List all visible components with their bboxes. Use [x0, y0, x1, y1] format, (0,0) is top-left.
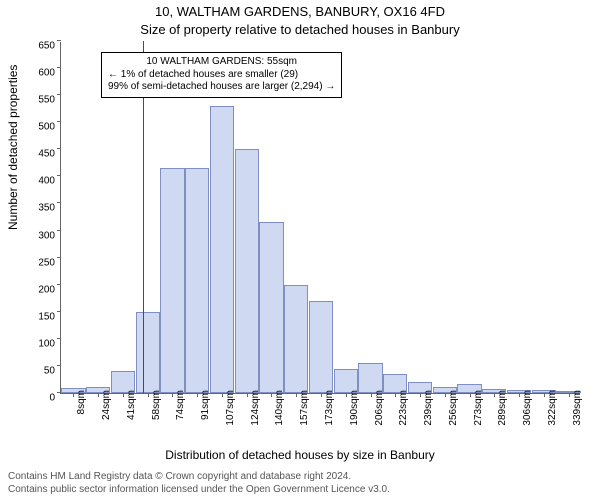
- y-tick-mark: [57, 365, 61, 366]
- histogram-bar: [309, 301, 333, 393]
- x-axis-label: Distribution of detached houses by size …: [0, 448, 600, 462]
- footer-line1: Contains HM Land Registry data © Crown c…: [8, 471, 592, 484]
- y-tick-mark: [57, 67, 61, 68]
- y-tick-label: 500: [21, 122, 55, 133]
- annotation-line: 99% of semi-detached houses are larger (…: [108, 81, 335, 94]
- y-tick-label: 150: [21, 311, 55, 322]
- y-tick-label: 400: [21, 176, 55, 187]
- x-tick-label: 223sqm: [398, 390, 409, 426]
- x-tick-label: 41sqm: [126, 390, 137, 420]
- x-tick-label: 124sqm: [250, 390, 261, 426]
- x-tick-label: 173sqm: [324, 390, 335, 426]
- x-tick-mark: [148, 393, 149, 397]
- x-tick-mark: [445, 393, 446, 397]
- x-tick-mark: [73, 393, 74, 397]
- y-tick-mark: [57, 202, 61, 203]
- y-tick-mark: [57, 257, 61, 258]
- x-tick-label: 339sqm: [572, 390, 583, 426]
- x-tick-label: 74sqm: [175, 390, 186, 420]
- histogram-bar: [259, 222, 283, 393]
- x-tick-label: 322sqm: [547, 390, 558, 426]
- x-tick-mark: [569, 393, 570, 397]
- x-tick-mark: [222, 393, 223, 397]
- x-tick-label: 8sqm: [76, 390, 87, 414]
- x-tick-label: 157sqm: [299, 390, 310, 426]
- x-tick-label: 256sqm: [448, 390, 459, 426]
- y-tick-mark: [57, 284, 61, 285]
- annotation-box: 10 WALTHAM GARDENS: 55sqm← 1% of detache…: [101, 52, 342, 98]
- x-tick-mark: [470, 393, 471, 397]
- y-tick-mark: [57, 311, 61, 312]
- x-tick-mark: [519, 393, 520, 397]
- y-tick-mark: [57, 148, 61, 149]
- x-tick-mark: [123, 393, 124, 397]
- y-tick-label: 250: [21, 257, 55, 268]
- histogram-bar: [210, 106, 234, 393]
- y-axis-label: Number of detached properties: [6, 65, 20, 230]
- footer-line2: Contains public sector information licen…: [8, 484, 592, 497]
- annotation-line: 10 WALTHAM GARDENS: 55sqm: [108, 56, 335, 69]
- y-tick-label: 0: [21, 393, 55, 404]
- y-tick-mark: [57, 175, 61, 176]
- histogram-bar: [358, 363, 382, 393]
- y-tick-label: 50: [21, 365, 55, 376]
- y-tick-label: 600: [21, 68, 55, 79]
- y-tick-label: 100: [21, 338, 55, 349]
- chart-title-line2: Size of property relative to detached ho…: [0, 22, 600, 37]
- y-tick-mark: [57, 338, 61, 339]
- x-tick-label: 206sqm: [374, 390, 385, 426]
- x-tick-mark: [321, 393, 322, 397]
- histogram-bar: [160, 168, 184, 393]
- x-tick-label: 190sqm: [349, 390, 360, 426]
- x-tick-label: 306sqm: [522, 390, 533, 426]
- histogram-bar: [235, 149, 259, 393]
- chart-title-line1: 10, WALTHAM GARDENS, BANBURY, OX16 4FD: [0, 4, 600, 19]
- histogram-bar: [185, 168, 209, 393]
- y-tick-label: 300: [21, 230, 55, 241]
- x-tick-mark: [197, 393, 198, 397]
- x-tick-label: 91sqm: [200, 390, 211, 420]
- footer-attribution: Contains HM Land Registry data © Crown c…: [8, 471, 592, 496]
- histogram-bar: [284, 285, 308, 393]
- x-tick-mark: [296, 393, 297, 397]
- x-tick-mark: [247, 393, 248, 397]
- x-tick-mark: [346, 393, 347, 397]
- y-tick-mark: [57, 94, 61, 95]
- y-tick-label: 200: [21, 284, 55, 295]
- x-tick-label: 107sqm: [225, 390, 236, 426]
- plot-area: 0501001502002503003504004505005506006508…: [60, 42, 580, 394]
- x-tick-mark: [172, 393, 173, 397]
- y-tick-label: 550: [21, 95, 55, 106]
- y-tick-mark: [57, 230, 61, 231]
- x-tick-mark: [371, 393, 372, 397]
- x-tick-mark: [271, 393, 272, 397]
- y-tick-label: 450: [21, 149, 55, 160]
- x-tick-label: 58sqm: [151, 390, 162, 420]
- y-tick-mark: [57, 121, 61, 122]
- x-tick-mark: [494, 393, 495, 397]
- histogram-bar: [136, 312, 160, 393]
- x-tick-label: 239sqm: [423, 390, 434, 426]
- x-tick-label: 24sqm: [101, 390, 112, 420]
- x-tick-mark: [544, 393, 545, 397]
- x-tick-mark: [395, 393, 396, 397]
- x-tick-mark: [420, 393, 421, 397]
- y-tick-mark: [57, 40, 61, 41]
- x-tick-label: 273sqm: [473, 390, 484, 426]
- y-tick-label: 350: [21, 203, 55, 214]
- y-tick-label: 650: [21, 41, 55, 52]
- annotation-line: ← 1% of detached houses are smaller (29): [108, 69, 335, 82]
- x-tick-mark: [98, 393, 99, 397]
- x-tick-label: 289sqm: [497, 390, 508, 426]
- x-tick-label: 140sqm: [274, 390, 285, 426]
